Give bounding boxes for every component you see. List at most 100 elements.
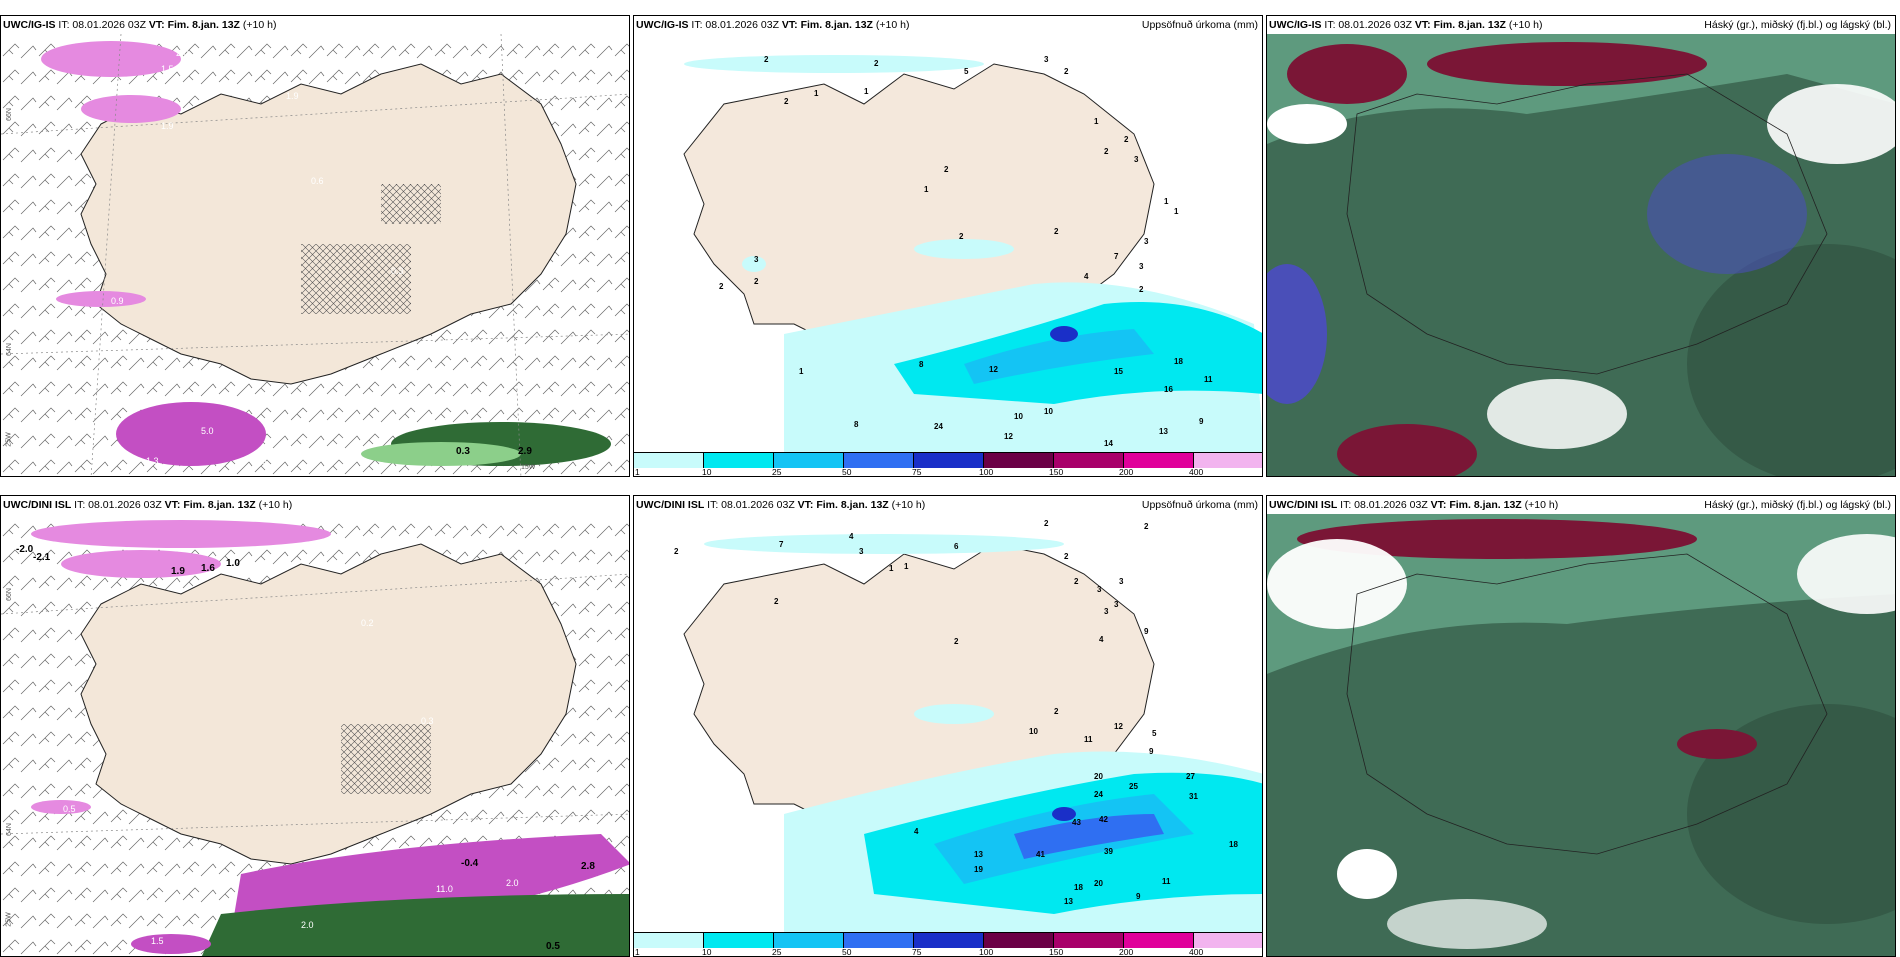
precip-label: 2 — [719, 282, 724, 291]
precip-label: 13 — [1159, 427, 1168, 436]
precip-label: 3 — [1144, 237, 1149, 246]
colorbar-label: 25 — [772, 467, 782, 477]
panel-header: UWC/IG-IS IT: 08.01.2026 03Z VT: Fim. 8.… — [3, 19, 625, 35]
precip-label: 27 — [1186, 772, 1195, 781]
temp-label: 0.3 — [456, 446, 470, 457]
temp-label: -0.4 — [461, 858, 479, 869]
precip-label: 1 — [814, 89, 819, 98]
colorbar-bin — [1054, 932, 1124, 948]
precip-label: 3 — [1119, 577, 1124, 586]
colorbar-label: 100 — [979, 947, 994, 957]
valid-time: VT: Fim. 8.jan. 13Z — [1430, 499, 1522, 511]
init-time: IT: 08.01.2026 03Z — [707, 499, 795, 511]
precip-label: 2 — [1064, 67, 1069, 76]
lat-label-66n: 66N — [5, 108, 13, 121]
panel-header: UWC/DINI ISL IT: 08.01.2026 03Z VT: Fim.… — [3, 499, 625, 515]
precip-label: 2 — [1074, 577, 1079, 586]
panel-header: UWC/DINI ISL IT: 08.01.2026 03Z VT: Fim.… — [1269, 499, 1891, 515]
colorbar-bin — [634, 932, 704, 948]
temp-label: 1.9 — [161, 121, 174, 131]
temp-label: 0.3 — [421, 716, 434, 726]
precipitation-map: 2 7 4 3 6 2 2 2 1 1 2 2 3 3 3 3 4 9 2 2 … — [674, 519, 1262, 934]
precip-label: 3 — [1104, 607, 1109, 616]
precip-label: 12 — [1004, 432, 1013, 441]
valid-time: VT: Fim. 8.jan. 13Z — [797, 499, 889, 511]
precip-label: 2 — [1064, 552, 1069, 561]
precip-label: 43 — [1072, 818, 1081, 827]
lead-time: (+10 h) — [891, 499, 926, 511]
init-time: IT: 08.01.2026 03Z — [74, 499, 162, 511]
lead-time: (+10 h) — [1524, 499, 1559, 511]
panel-header: UWC/IG-IS IT: 08.01.2026 03Z VT: Fim. 8.… — [1269, 19, 1891, 35]
precip-label: 18 — [1229, 840, 1238, 849]
temp-label: 2.8 — [581, 861, 595, 872]
precip-label: 5 — [964, 67, 969, 76]
precip-label: 1 — [1174, 207, 1179, 216]
model-name: UWC/DINI ISL — [3, 499, 72, 511]
precip-label: 41 — [1036, 850, 1045, 859]
temp-label: 6.6 — [254, 456, 267, 466]
precip-label: 2 — [1054, 227, 1059, 236]
lon-label-25w: 25W — [5, 912, 13, 927]
precip-label: 2 — [674, 547, 679, 556]
colorbar-bin — [774, 452, 844, 468]
init-time: IT: 08.01.2026 03Z — [691, 19, 779, 31]
precip-label: 3 — [1134, 155, 1139, 164]
precip-label: 4 — [1099, 635, 1104, 644]
lat-label-64n: 64N — [5, 343, 13, 356]
temp-label: 2.0 — [506, 878, 519, 888]
colorbar-bin — [1194, 452, 1262, 468]
valid-time: VT: Fim. 8.jan. 13Z — [148, 19, 240, 31]
panel-subtitle: Háský (gr.), miðský (fj.bl.) og lágský (… — [1704, 499, 1891, 511]
panel-dini-isl-temperature: UWC/DINI ISL IT: 08.01.2026 03Z VT: Fim.… — [0, 495, 630, 957]
precip-label: 16 — [1164, 385, 1173, 394]
panel-header: UWC/DINI ISL IT: 08.01.2026 03Z VT: Fim.… — [636, 499, 1258, 515]
precip-label: 25 — [1129, 782, 1138, 791]
lead-time: (+10 h) — [875, 19, 910, 31]
cloud-cover-map — [1267, 34, 1895, 476]
panel-subtitle: Háský (gr.), miðský (fj.bl.) og lágský (… — [1704, 19, 1891, 31]
precip-label: 9 — [1199, 417, 1204, 426]
precip-label: 4 — [849, 532, 854, 541]
precip-label: 15 — [1114, 367, 1123, 376]
init-time: IT: 08.01.2026 03Z — [58, 19, 146, 31]
panel-ig-is-precipitation: UWC/IG-IS IT: 08.01.2026 03Z VT: Fim. 8.… — [633, 15, 1263, 477]
precip-label: 4 — [1084, 272, 1089, 281]
precip-label: 12 — [989, 365, 998, 374]
precip-label: 2 — [1054, 707, 1059, 716]
precip-label: 2 — [1139, 285, 1144, 294]
colorbar-label: 50 — [842, 467, 852, 477]
model-name: UWC/DINI ISL — [636, 499, 705, 511]
colorbar-label: 100 — [979, 467, 994, 477]
precip-label: 24 — [934, 422, 943, 431]
model-name: UWC/IG-IS — [636, 19, 689, 31]
colorbar-bin — [914, 452, 984, 468]
temp-label: 0.5 — [546, 941, 560, 952]
colorbar-bin — [634, 452, 704, 468]
colorbar-bin — [704, 932, 774, 948]
precip-label: 11 — [1084, 735, 1093, 744]
panel-subtitle: Uppsöfnuð úrkoma (mm) — [1141, 499, 1258, 511]
temp-label: 11.0 — [436, 884, 453, 894]
colorbar-label: 1 — [635, 947, 640, 957]
init-time: IT: 08.01.2026 03Z — [1340, 499, 1428, 511]
precip-label: 2 — [754, 277, 759, 286]
colorbar-label: 10 — [702, 467, 712, 477]
panel-ig-is-temperature: UWC/IG-IS IT: 08.01.2026 03Z VT: Fim. 8.… — [0, 15, 630, 477]
colorbar-bin — [984, 932, 1054, 948]
precip-label: 8 — [919, 360, 924, 369]
precip-label: 20 — [1094, 772, 1103, 781]
colorbar-label: 400 — [1189, 947, 1204, 957]
temp-label: 1.9 — [171, 566, 185, 577]
precip-colorbar: 1 10 25 50 75 100 150 200 400 — [634, 932, 1262, 957]
colorbar-label: 75 — [912, 947, 922, 957]
panel-dini-isl-clouds: UWC/DINI ISL IT: 08.01.2026 03Z VT: Fim.… — [1266, 495, 1896, 957]
precip-label: 9 — [1149, 747, 1154, 756]
colorbar-label: 10 — [702, 947, 712, 957]
precip-label: 39 — [1104, 847, 1113, 856]
precip-label: 2 — [774, 597, 779, 606]
precip-label: 1 — [864, 87, 869, 96]
precip-colorbar: 1 10 25 50 75 100 150 200 400 — [634, 452, 1262, 477]
precip-label: 1 — [904, 562, 909, 571]
precip-label: 7 — [1114, 252, 1119, 261]
